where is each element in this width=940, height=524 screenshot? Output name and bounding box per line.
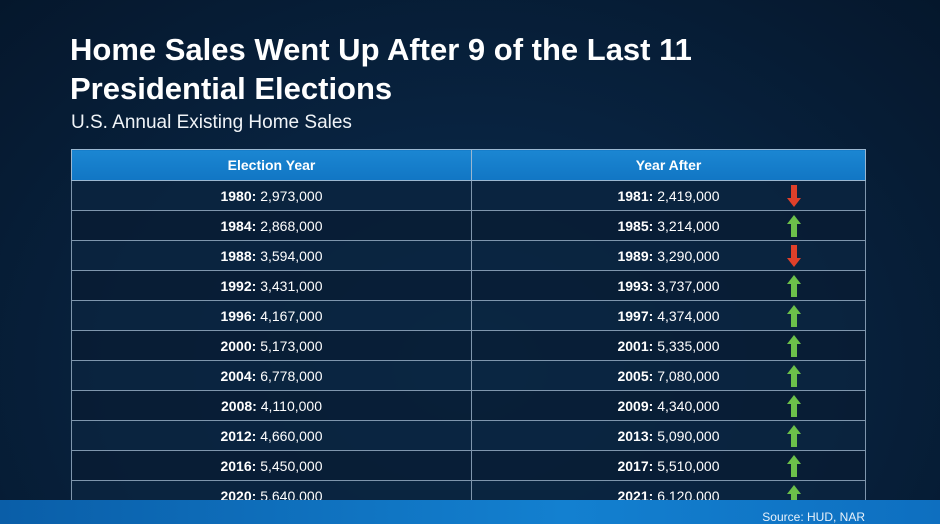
arrow-up-icon: [787, 364, 801, 387]
table-header-row: Election Year Year After: [71, 149, 866, 181]
election-year-cell: 2000: 5,173,000: [71, 330, 472, 361]
sales-value: 6,120,000: [657, 487, 720, 504]
arrow-up-icon: [787, 394, 801, 417]
sales-value: 2,973,000: [260, 187, 323, 204]
year-label: 1980: [220, 187, 252, 204]
sales-value: 5,335,000: [657, 337, 720, 354]
column-header-election-year: Election Year: [71, 149, 472, 181]
table-row: 1996: 4,167,000 1997: 4,374,000: [71, 300, 866, 331]
year-after-cell: 2009: 4,340,000: [471, 390, 866, 421]
sales-value: 6,778,000: [260, 367, 323, 384]
chart-title: Home Sales Went Up After 9 of the Last 1…: [70, 32, 692, 106]
year-label: 2016: [220, 457, 252, 474]
arrow-up-icon: [787, 214, 801, 237]
election-year-cell: 2016: 5,450,000: [71, 450, 472, 481]
sales-value: 4,340,000: [657, 397, 720, 414]
table-row: 1992: 3,431,000 1993: 3,737,000: [71, 270, 866, 301]
sales-value: 7,080,000: [657, 367, 720, 384]
footer-bar: [0, 500, 940, 524]
arrow-up-icon: [787, 484, 801, 507]
election-year-cell: 1996: 4,167,000: [71, 300, 472, 331]
election-year-cell: 1988: 3,594,000: [71, 240, 472, 271]
year-label: 1997: [617, 307, 649, 324]
year-after-cell: 2017: 5,510,000: [471, 450, 866, 481]
year-label: 2013: [617, 427, 649, 444]
sales-value: 4,167,000: [260, 307, 323, 324]
year-after-cell: 1993: 3,737,000: [471, 270, 866, 301]
year-label: 1981: [617, 187, 649, 204]
year-after-cell: 1981: 2,419,000: [471, 180, 866, 211]
sales-value: 3,594,000: [260, 247, 323, 264]
table-row: 2008: 4,110,000 2009: 4,340,000: [71, 390, 866, 421]
arrow-up-icon: [787, 304, 801, 327]
year-label: 1996: [220, 307, 252, 324]
arrow-down-icon: [787, 184, 801, 207]
table-row: 2004: 6,778,000 2005: 7,080,000: [71, 360, 866, 391]
year-after-cell: 1989: 3,290,000: [471, 240, 866, 271]
table-row: 2000: 5,173,000 2001: 5,335,000: [71, 330, 866, 361]
year-label: 1992: [220, 277, 252, 294]
source-note: Source: HUD, NAR: [762, 510, 865, 524]
year-label: 2005: [617, 367, 649, 384]
sales-value: 4,660,000: [260, 427, 323, 444]
arrow-up-icon: [787, 454, 801, 477]
sales-value: 3,290,000: [657, 247, 720, 264]
year-label: 2000: [220, 337, 252, 354]
election-year-cell: 2004: 6,778,000: [71, 360, 472, 391]
table-row: 2012: 4,660,000 2013: 5,090,000: [71, 420, 866, 451]
sales-value: 2,419,000: [657, 187, 720, 204]
sales-value: 3,214,000: [657, 217, 720, 234]
sales-value: 3,737,000: [657, 277, 720, 294]
year-label: 1988: [220, 247, 252, 264]
sales-value: 5,173,000: [260, 337, 323, 354]
year-label: 2008: [221, 397, 253, 414]
year-label: 2004: [220, 367, 252, 384]
year-label: 2020: [220, 487, 252, 504]
election-year-cell: 1980: 2,973,000: [71, 180, 472, 211]
arrow-up-icon: [787, 274, 801, 297]
column-header-year-after: Year After: [471, 149, 866, 181]
year-label: 2012: [220, 427, 252, 444]
sales-value: 5,090,000: [657, 427, 720, 444]
sales-value: 4,374,000: [657, 307, 720, 324]
year-after-cell: 1985: 3,214,000: [471, 210, 866, 241]
sales-value: 4,110,000: [260, 397, 322, 414]
sales-value: 5,640,000: [260, 487, 323, 504]
year-label: 1984: [220, 217, 252, 234]
sales-value: 3,431,000: [260, 277, 323, 294]
arrow-up-icon: [787, 334, 801, 357]
election-year-cell: 1984: 2,868,000: [71, 210, 472, 241]
year-after-cell: 2005: 7,080,000: [471, 360, 866, 391]
year-label: 1989: [617, 247, 649, 264]
year-label: 2001: [617, 337, 649, 354]
year-label: 2017: [617, 457, 649, 474]
year-after-cell: 1997: 4,374,000: [471, 300, 866, 331]
year-label: 2009: [617, 397, 649, 414]
table-row: 1984: 2,868,000 1985: 3,214,000: [71, 210, 866, 241]
table-row: 1980: 2,973,000 1981: 2,419,000: [71, 180, 866, 211]
year-label: 2021: [617, 487, 649, 504]
year-after-cell: 2013: 5,090,000: [471, 420, 866, 451]
arrow-down-icon: [787, 244, 801, 267]
election-year-cell: 2012: 4,660,000: [71, 420, 472, 451]
year-after-cell: 2001: 5,335,000: [471, 330, 866, 361]
chart-subtitle: U.S. Annual Existing Home Sales: [71, 112, 352, 133]
year-label: 1985: [617, 217, 649, 234]
table-row: 2016: 5,450,000 2017: 5,510,000: [71, 450, 866, 481]
sales-value: 5,450,000: [260, 457, 323, 474]
year-label: 1993: [617, 277, 649, 294]
sales-value: 2,868,000: [260, 217, 323, 234]
table-body: 1980: 2,973,000 1981: 2,419,000 1984: 2,86…: [71, 180, 866, 511]
arrow-up-icon: [787, 424, 801, 447]
home-sales-table: Election Year Year After 1980: 2,973,000…: [71, 149, 866, 511]
election-year-cell: 1992: 3,431,000: [71, 270, 472, 301]
election-year-cell: 2008: 4,110,000: [71, 390, 472, 421]
table-row: 1988: 3,594,000 1989: 3,290,000: [71, 240, 866, 271]
sales-value: 5,510,000: [657, 457, 720, 474]
